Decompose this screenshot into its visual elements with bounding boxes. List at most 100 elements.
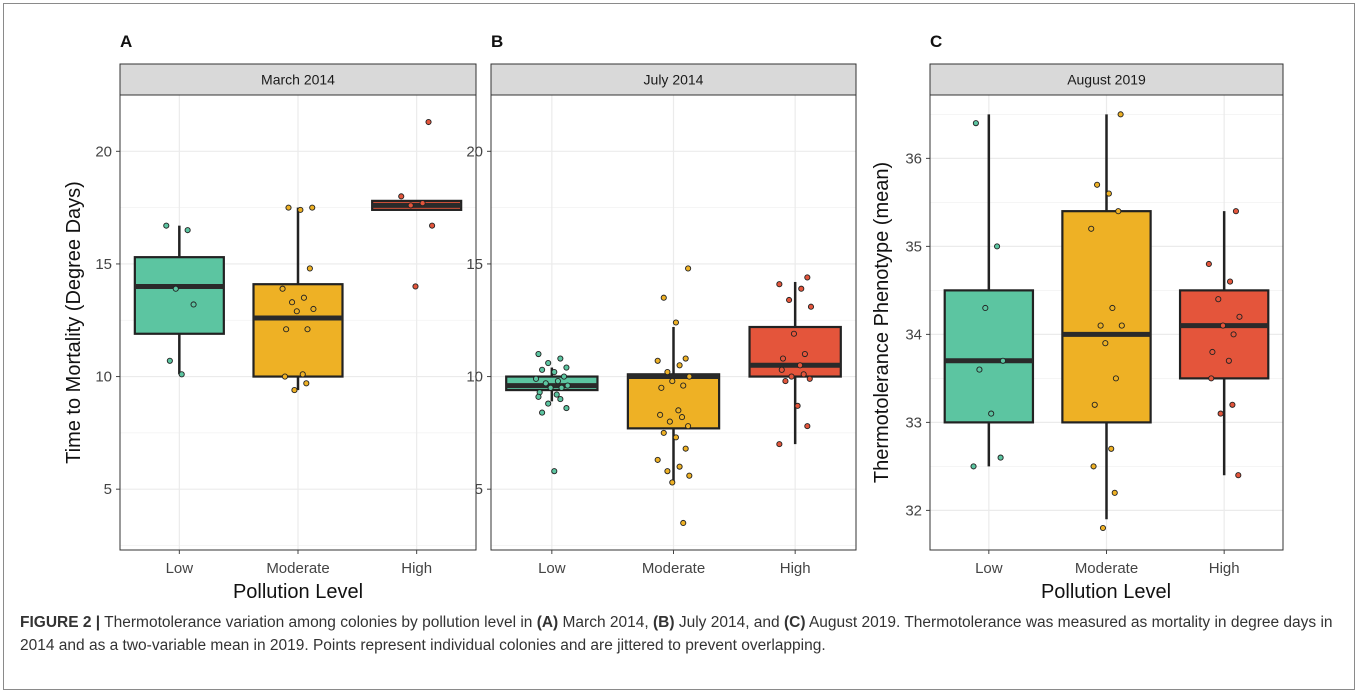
data-point — [542, 380, 549, 387]
data-point — [658, 384, 665, 391]
box-moderate — [252, 283, 344, 378]
data-point — [309, 204, 316, 211]
data-point — [283, 326, 290, 333]
data-point — [1102, 340, 1109, 347]
data-point — [1105, 190, 1112, 197]
data-point — [776, 441, 783, 448]
data-point — [982, 304, 989, 312]
y-tick-label: 36 — [905, 150, 922, 167]
box-low — [943, 289, 1035, 424]
facet-title: March 2014 — [261, 72, 335, 88]
data-point — [178, 371, 185, 378]
data-point — [293, 308, 300, 315]
y-tick-label: 10 — [95, 369, 112, 386]
data-point — [660, 294, 667, 301]
data-point — [166, 357, 173, 364]
data-point — [678, 414, 686, 421]
data-point — [686, 373, 693, 380]
x-tick-label: Moderate — [642, 560, 705, 577]
data-point — [790, 330, 798, 337]
panel-letter: C — [930, 32, 942, 51]
data-point — [685, 423, 692, 430]
data-point — [398, 193, 405, 200]
data-point — [680, 519, 687, 527]
caption-text-1: Thermotolerance variation among colonies… — [100, 614, 537, 631]
data-point — [676, 362, 683, 369]
data-point — [1205, 260, 1212, 268]
data-point — [304, 326, 311, 333]
data-point — [291, 387, 298, 394]
data-point — [1097, 322, 1104, 329]
data-point — [564, 382, 571, 389]
y-tick-label: 35 — [905, 238, 922, 255]
data-point — [660, 429, 667, 436]
y-tick-label: 20 — [95, 143, 112, 160]
data-point — [1109, 304, 1116, 312]
data-point — [1112, 375, 1119, 382]
data-point — [1209, 348, 1216, 356]
x-tick-label: High — [1209, 560, 1240, 577]
data-point — [1091, 401, 1098, 408]
data-point — [680, 382, 687, 389]
data-point — [172, 285, 179, 292]
caption-ref-a: (A) — [536, 614, 559, 631]
facet-strip — [490, 63, 857, 96]
box-high — [1178, 289, 1270, 380]
data-point — [1225, 357, 1232, 364]
figure-chart: A March 2014 5 10 15 20 Low Moderate High Polluti… — [63, 32, 1284, 603]
data-point — [682, 355, 689, 362]
data-point — [782, 378, 789, 385]
panel-letter: A — [120, 32, 132, 51]
data-point — [1118, 322, 1125, 329]
y-tick-label: 15 — [466, 256, 483, 273]
data-point — [184, 227, 191, 234]
data-point — [997, 454, 1004, 461]
data-point — [1111, 489, 1118, 496]
data-point — [972, 120, 979, 127]
panel-c: C August 2019 32 33 34 35 36 Low Moderate High Pol… — [871, 32, 1284, 603]
data-point — [1099, 524, 1107, 532]
data-point — [190, 301, 197, 308]
y-tick-label: 20 — [466, 143, 483, 160]
y-tick-label: 33 — [905, 414, 922, 431]
data-point — [1217, 410, 1224, 417]
data-point — [801, 350, 808, 358]
data-point — [554, 378, 561, 385]
data-point — [551, 369, 558, 376]
data-point — [807, 303, 815, 310]
data-point — [281, 373, 288, 380]
x-tick-label: Moderate — [266, 560, 329, 577]
data-point — [686, 472, 693, 479]
data-point — [547, 384, 554, 391]
data-point — [557, 396, 564, 403]
data-point — [1094, 181, 1101, 188]
data-point — [664, 468, 671, 475]
data-point — [303, 380, 310, 387]
data-point — [539, 366, 546, 373]
data-point — [279, 285, 286, 292]
data-point — [1215, 296, 1222, 303]
panel-b: B July 2014 5 10 15 20 Low Moderate High — [466, 32, 857, 577]
caption-ref-c: (C) — [783, 614, 806, 631]
data-point — [669, 378, 676, 385]
x-tick-label: High — [401, 560, 432, 577]
data-point — [669, 479, 676, 486]
y-tick-label: 5 — [104, 481, 112, 498]
data-point — [685, 265, 692, 272]
data-point — [788, 373, 795, 380]
caption-text-2: March 2014, — [558, 614, 653, 631]
y-tick-label: 32 — [905, 502, 922, 519]
data-point — [1236, 313, 1243, 320]
data-point — [798, 285, 805, 292]
data-point — [563, 364, 570, 371]
data-point — [682, 445, 689, 452]
y-tick-label: 15 — [95, 256, 112, 273]
box-moderate — [1061, 210, 1152, 424]
caption-text-3: July 2014, and — [674, 614, 784, 631]
data-point — [407, 202, 414, 209]
x-tick-label: Low — [538, 560, 566, 577]
data-point — [664, 369, 671, 376]
facet-title: July 2014 — [644, 72, 704, 88]
data-point — [560, 373, 568, 380]
y-tick-label: 10 — [466, 369, 483, 386]
